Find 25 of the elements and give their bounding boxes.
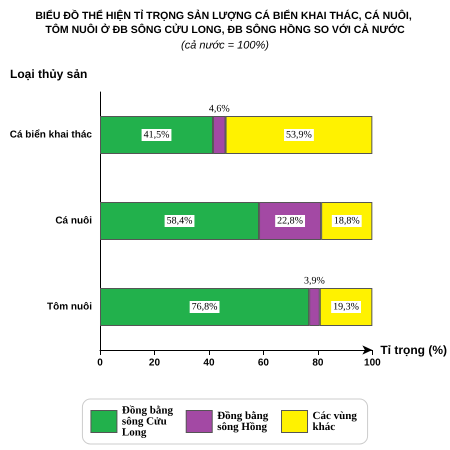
chart-title: BIỂU ĐỒ THỂ HIỆN TỈ TRỌNG SẢN LƯỢNG CÁ BIỂN KHAI THÁC, CÁ NUÔI, TÔM NUÔI Ở ĐB SÔNG CỬU LONG, ĐB SÔNG HỒNG SO VỚI CẢ NƯỚC: [35, 9, 415, 36]
y-tick-label: Cá nuôi: [55, 216, 92, 226]
chart-subtitle: (cả nước = 100%): [181, 40, 270, 52]
legend-label: Các vùng khác: [312, 410, 360, 433]
x-tick-label: 40: [203, 358, 215, 368]
x-tick-label: 100: [364, 358, 382, 368]
y-tick-label: Cá biển khai thác: [10, 128, 92, 140]
data-label: 53,9%: [286, 130, 312, 140]
data-label: 76,8%: [192, 302, 218, 312]
data-label: 18,8%: [334, 216, 360, 226]
y-axis-title: Loại thủy sản: [10, 67, 88, 81]
data-label: 41,5%: [144, 130, 170, 140]
legend-label: Đồng bằng sông Cửu Long: [122, 404, 176, 438]
data-label: 4,6%: [208, 104, 230, 114]
x-axis-title: Tỉ trọng (%): [380, 343, 448, 357]
data-label: 3,9%: [304, 276, 325, 286]
x-tick-label: 20: [148, 358, 160, 368]
data-label: 22,8%: [277, 216, 304, 226]
data-label: 58,4%: [166, 216, 192, 226]
x-tick-label: 80: [312, 358, 324, 368]
x-tick-label: 0: [97, 358, 104, 368]
legend-label: Đồng bằng sông Hồng: [217, 410, 272, 433]
data-label: 19,3%: [333, 302, 359, 312]
x-tick-label: 60: [258, 358, 270, 368]
y-tick-label: Tôm nuôi: [47, 302, 92, 312]
